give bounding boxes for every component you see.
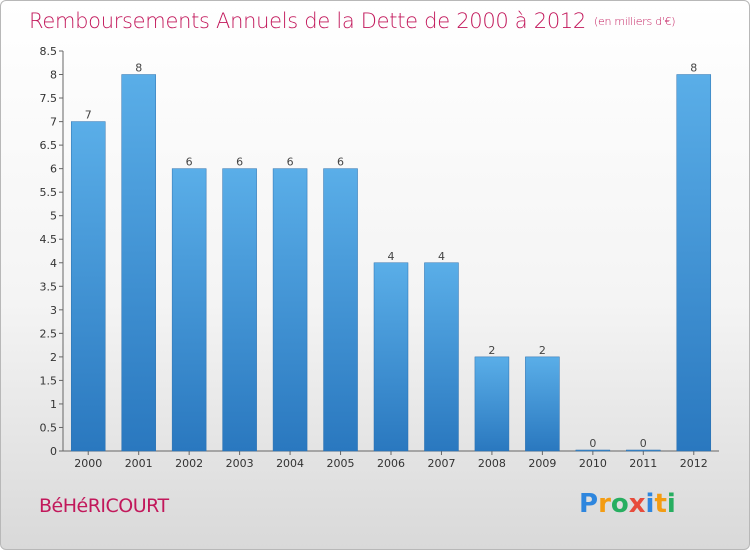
logo-letter: P: [579, 489, 599, 519]
chart-title-text: Remboursements Annuels de la Dette de 20…: [29, 9, 586, 33]
y-tick-label: 6: [50, 163, 57, 176]
bar-value-label: 8: [690, 62, 697, 75]
bar: [525, 356, 560, 452]
x-tick-label: 2009: [528, 457, 556, 470]
y-tick-label: 8: [50, 69, 57, 82]
x-tick-label: 2007: [427, 457, 455, 470]
bar: [272, 168, 308, 452]
y-tick-label: 2.5: [40, 327, 58, 340]
bar: [373, 262, 409, 452]
logo-letter: r: [598, 489, 611, 519]
y-tick-label: 4: [50, 257, 57, 270]
logo-letter: o: [610, 489, 629, 519]
bar-value-label: 6: [287, 156, 294, 169]
chart-unit: (en milliers d'€): [594, 15, 676, 28]
bar-value-label: 4: [388, 250, 395, 263]
y-tick-label: 7.5: [40, 92, 58, 105]
bar-value-label: 6: [186, 156, 193, 169]
bar: [121, 74, 156, 452]
logo-letter: t: [654, 489, 667, 519]
bar: [323, 168, 358, 452]
y-tick-label: 5: [50, 210, 57, 223]
chart-title: Remboursements Annuels de la Dette de 20…: [29, 9, 675, 33]
bar: [474, 356, 510, 452]
bar: [70, 121, 106, 452]
x-tick-label: 2012: [680, 457, 708, 470]
y-tick-label: 0: [50, 445, 57, 458]
bar-value-label: 2: [488, 344, 495, 357]
bar-value-label: 6: [337, 156, 344, 169]
x-tick-label: 2010: [579, 457, 607, 470]
town-name: BéHéRICOURT: [39, 495, 169, 517]
y-tick-label: 1.5: [40, 374, 58, 387]
chart-bars: 7 8 6 6 6 6 4 4 2 2 0 0 8: [70, 62, 712, 452]
bar-value-label: 0: [589, 437, 596, 450]
y-tick-label: 3: [50, 304, 57, 317]
y-tick-label: 2: [50, 351, 57, 364]
x-tick-label: 2006: [377, 457, 405, 470]
bar-value-label: 2: [539, 344, 546, 357]
y-tick-label: 5.5: [40, 186, 58, 199]
bar: [626, 449, 661, 452]
y-tick-label: 6.5: [40, 139, 58, 152]
y-tick-label: 3.5: [40, 280, 58, 293]
bar: [424, 262, 459, 452]
bar-value-label: 0: [640, 437, 647, 450]
bar-value-label: 4: [438, 250, 445, 263]
y-tick-label: 1: [50, 398, 57, 411]
x-tick-label: 2011: [629, 457, 657, 470]
bar: [222, 168, 257, 452]
x-tick-label: 2001: [125, 457, 153, 470]
x-tick-label: 2008: [478, 457, 506, 470]
bar: [676, 74, 712, 452]
chart-axes: 0 0.5 1 1.5 2 2.5 3 3.5 4 4.5 5 5.5 6 6.5 7 7.5 8 8.5 2000…: [40, 45, 719, 470]
bar-value-label: 7: [85, 109, 92, 122]
y-tick-label: 7: [50, 116, 57, 129]
proxiti-logo: Proxiti: [579, 489, 676, 519]
x-tick-label: 2004: [276, 457, 304, 470]
bar-value-label: 6: [236, 156, 243, 169]
y-tick-label: 4.5: [40, 233, 58, 246]
y-tick-label: 8.5: [40, 45, 58, 58]
logo-letter: i: [645, 489, 655, 519]
x-tick-label: 2000: [74, 457, 102, 470]
bar: [171, 168, 207, 452]
bar-value-label: 8: [135, 62, 142, 75]
logo-letter: i: [666, 489, 676, 519]
bar: [575, 449, 611, 452]
x-tick-label: 2005: [327, 457, 355, 470]
y-tick-label: 0.5: [40, 421, 58, 434]
x-tick-label: 2002: [175, 457, 203, 470]
logo-letter: x: [628, 489, 646, 519]
x-tick-label: 2003: [226, 457, 254, 470]
